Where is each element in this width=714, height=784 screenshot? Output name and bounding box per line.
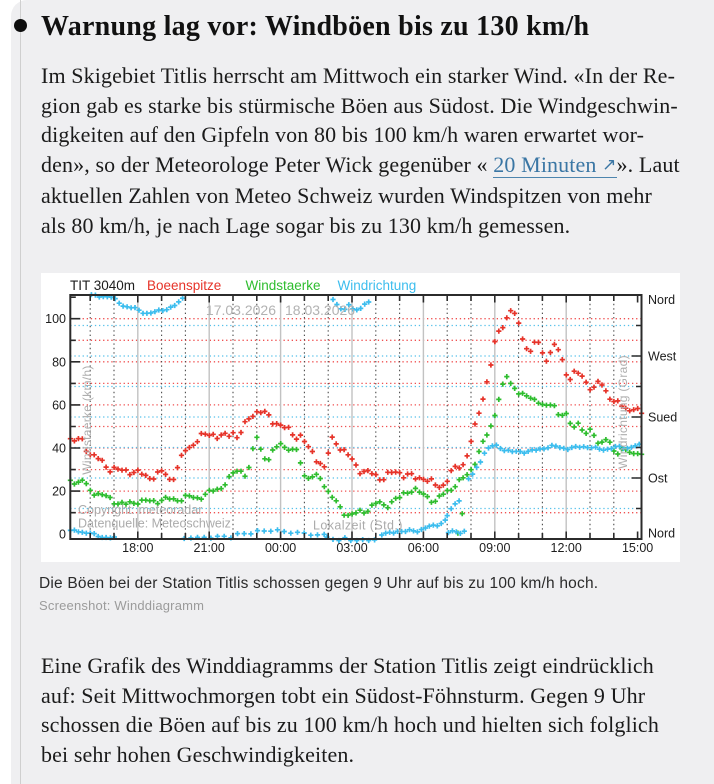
svg-text:40: 40 [52, 442, 66, 456]
svg-text:Lokalzeit (Std.): Lokalzeit (Std.) [313, 519, 403, 533]
svg-text:Nord: Nord [648, 526, 675, 540]
svg-text:17.03.2026: 17.03.2026 [206, 302, 276, 318]
svg-text:12:00: 12:00 [551, 541, 582, 555]
svg-text:TIT 3040m: TIT 3040m [70, 278, 135, 293]
svg-text:60: 60 [52, 398, 66, 412]
svg-text:06:00: 06:00 [408, 541, 439, 555]
svg-text:20: 20 [52, 485, 66, 499]
svg-text:100: 100 [45, 312, 66, 326]
svg-text:Datenquelle: Meteoschweiz: Datenquelle: Meteoschweiz [78, 517, 231, 531]
svg-text:Windrichtung: Windrichtung [338, 278, 417, 293]
svg-text:Sued: Sued [648, 411, 677, 425]
svg-text:Windstaerke: Windstaerke [246, 278, 321, 293]
svg-text:80: 80 [52, 355, 66, 369]
svg-text:03:00: 03:00 [336, 541, 367, 555]
svg-text:21:00: 21:00 [194, 541, 225, 555]
svg-text:Ost: Ost [648, 472, 668, 486]
svg-text:15:00: 15:00 [622, 541, 653, 555]
svg-text:Boeenspitze: Boeenspitze [147, 278, 221, 293]
svg-text:18.03.2026: 18.03.2026 [285, 302, 355, 318]
svg-text:09:00: 09:00 [479, 541, 510, 555]
svg-text:Nord: Nord [648, 293, 675, 307]
svg-text:18:00: 18:00 [122, 541, 153, 555]
svg-text:00:00: 00:00 [265, 541, 296, 555]
svg-text:Copyright: meteoradar: Copyright: meteoradar [78, 503, 202, 517]
svg-text:0: 0 [59, 528, 66, 542]
svg-text:West: West [648, 350, 677, 364]
svg-text:Windrichtung (Grad): Windrichtung (Grad) [616, 355, 630, 469]
svg-text:Windstaerke (km/h): Windstaerke (km/h) [80, 365, 94, 474]
